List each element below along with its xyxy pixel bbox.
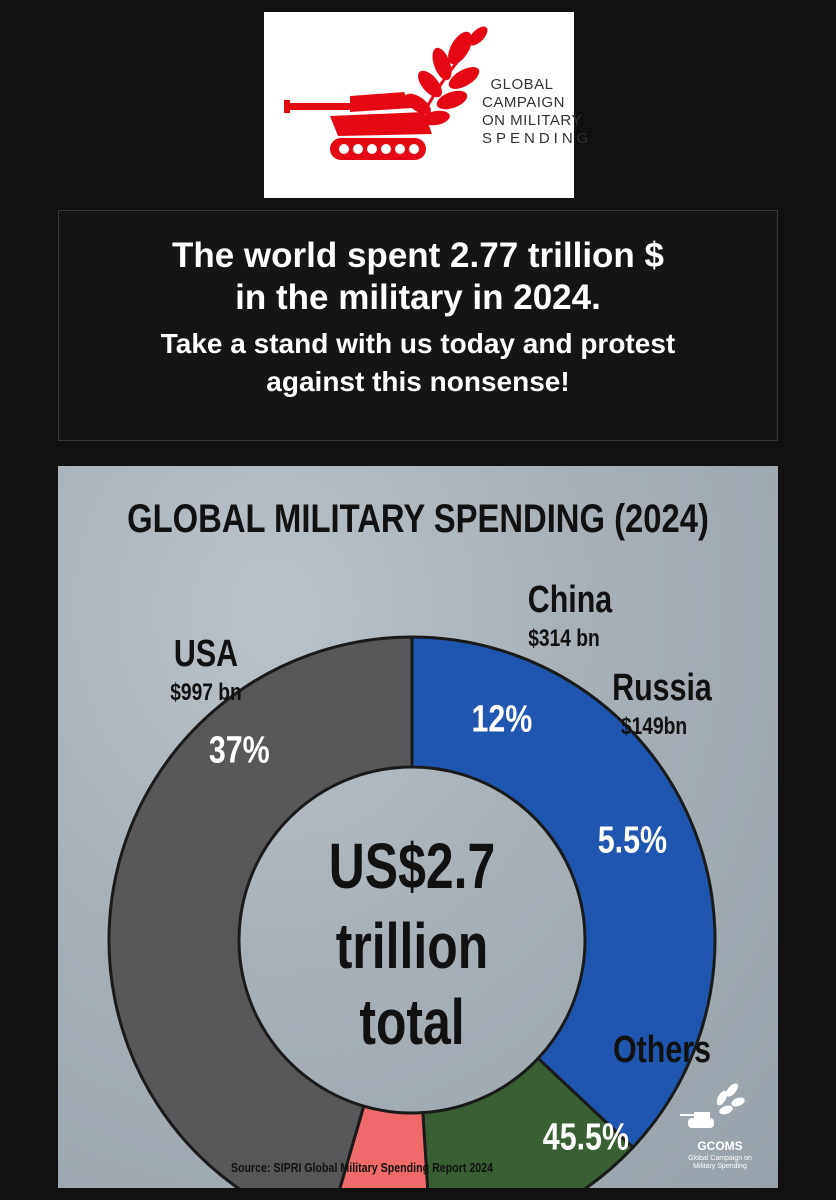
subheadline-line-2: against this nonsense! (266, 366, 570, 397)
slice-name-usa: USA (174, 633, 238, 675)
headline-line-2: in the military in 2024. (235, 278, 601, 317)
center-total-label: total (359, 987, 464, 1058)
center-total-amount: US$2.7 (329, 831, 495, 902)
headline-line-1: The world spent 2.77 trillion $ (171, 236, 665, 275)
slice-amount-russia: $149bn (621, 712, 687, 740)
gcoms-logo: GLOBAL CAMPAIGN ON MILITARY SPENDING (264, 12, 593, 198)
watermark-abbr: GCOMS (697, 1139, 742, 1153)
slice-china (421, 1056, 635, 1188)
watermark-line-1: Global Campaign on (688, 1155, 752, 1162)
pct-label-russia: 5.5% (598, 819, 667, 861)
center-total-unit: trillion (336, 911, 488, 982)
slice-others (107, 635, 414, 1188)
logo-line-3: ON MILITARY (482, 112, 582, 129)
infographic-panel: GLOBAL MILITARY SPENDING (2024) US$2.7 tri… (58, 466, 778, 1188)
logo-wordmark: GLOBAL CAMPAIGN ON MILITARY SPENDING (482, 76, 593, 148)
logo-line-2: CAMPAIGN (482, 94, 565, 111)
pct-label-usa: 37% (209, 729, 270, 771)
source-note: Source: SIPRI Global Military Spending R… (231, 1160, 493, 1175)
donut-chart: GLOBAL MILITARY SPENDING (2024) US$2.7 tri… (107, 496, 752, 1188)
pct-label-others: 45.5% (543, 1116, 629, 1158)
pct-label-china: 12% (471, 698, 532, 740)
subheadline-line-1: Take a stand with us today and protest (160, 328, 676, 359)
slice-amount-usa: $997 bn (170, 678, 241, 706)
gcoms-watermark-icon (680, 1083, 745, 1128)
headline-banner: The world spent 2.77 trillion $ in the m… (58, 210, 778, 441)
logo-line-1: GLOBAL (490, 76, 554, 93)
slice-name-china: China (528, 579, 613, 621)
slice-name-others: Others (613, 1029, 711, 1071)
slice-name-russia: Russia (612, 667, 712, 709)
slice-amount-china: $314 bn (528, 624, 599, 652)
tank-olive-branch-icon (284, 26, 488, 160)
watermark-line-2: Military Spending (693, 1163, 747, 1170)
logo-line-4: SPENDING (482, 130, 593, 147)
slice-russia (338, 1104, 430, 1188)
chart-title: GLOBAL MILITARY SPENDING (2024) (127, 496, 709, 541)
slice-usa (410, 635, 717, 1150)
